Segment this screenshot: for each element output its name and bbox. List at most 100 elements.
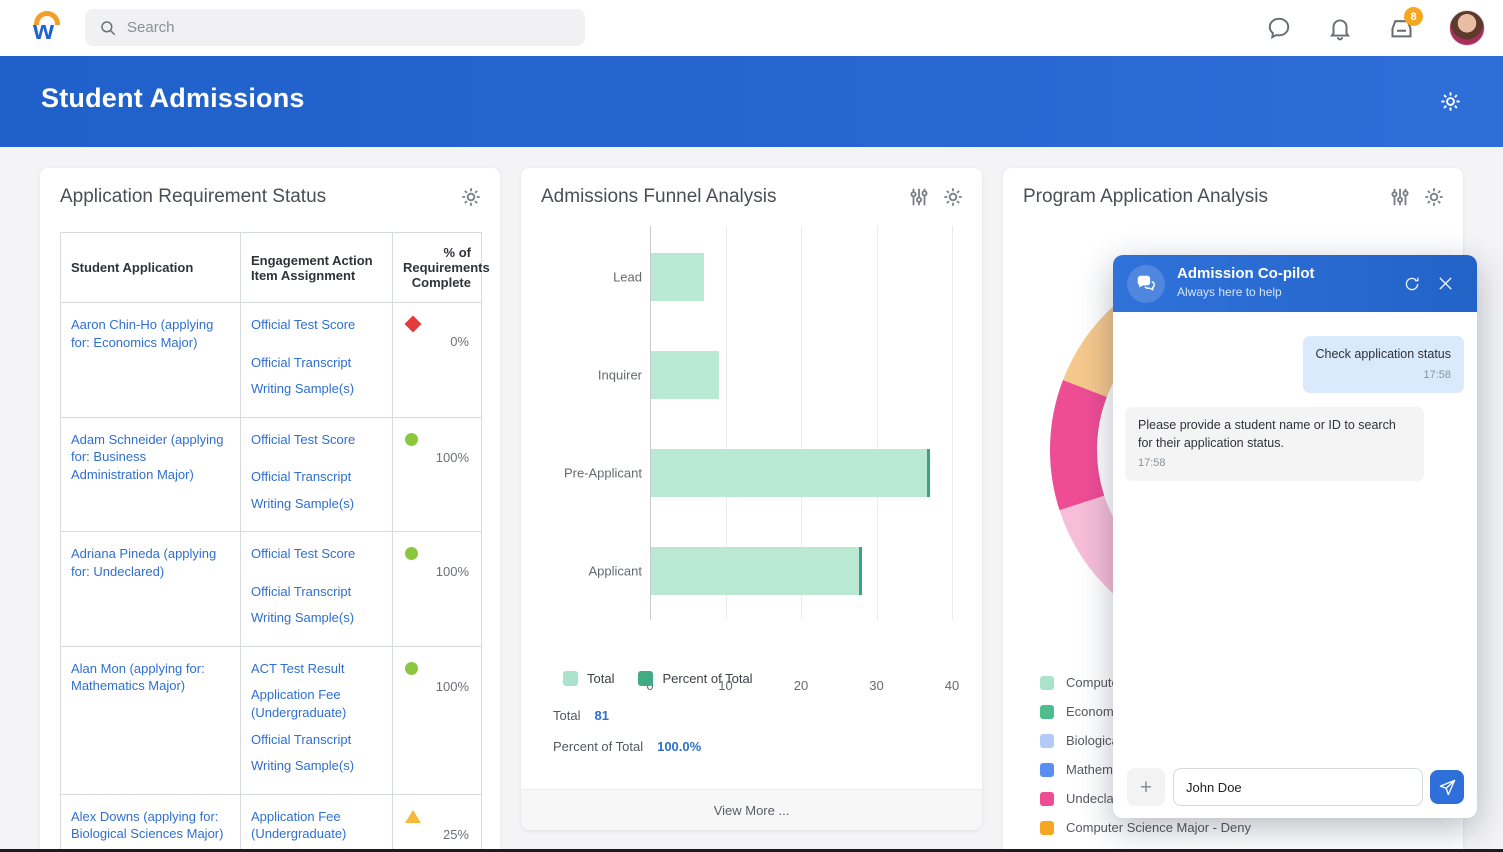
bar-total[interactable] (651, 449, 931, 497)
student-application-link[interactable]: Aaron Chin-Ho (applying for: Economics M… (71, 317, 214, 350)
notifications-button[interactable] (1327, 15, 1353, 41)
summary-value-link[interactable]: 81 (594, 708, 609, 723)
status-complete-icon (405, 547, 418, 561)
copilot-avatar (1127, 265, 1165, 303)
requirements-percent: 25% (442, 826, 469, 842)
card-settings-button[interactable] (460, 186, 484, 210)
profile-avatar[interactable] (1449, 10, 1485, 46)
action-item-link[interactable]: Writing Sample(s) (251, 758, 355, 774)
x-axis-tick-label: 20 (793, 678, 809, 693)
card-settings-button[interactable] (942, 186, 966, 210)
legend-item[interactable]: Computer Science Major - Deny (1040, 813, 1267, 842)
legend-label: Undeclar (1066, 791, 1119, 806)
bar-total[interactable] (651, 547, 863, 595)
action-item-link[interactable]: Official Test Score (251, 317, 356, 332)
action-item-link[interactable]: Application Fee (Undergraduate) (251, 687, 347, 721)
chat-send-button[interactable] (1430, 770, 1464, 804)
legend-label: Biologica (1066, 733, 1119, 748)
actions-cell: ACT Test Result Application Fee (Undergra… (240, 645, 393, 795)
chat-message-text: Check application status (1315, 347, 1452, 361)
summary-label: Percent of Total (553, 739, 644, 754)
status-cell: 100% (392, 416, 482, 533)
chart-config-button[interactable] (908, 186, 932, 210)
student-application-link[interactable]: Alan Mon (applying for: Mathematics Majo… (71, 660, 205, 694)
actions-cell: Official Test Score Official Transcript Wr… (240, 302, 393, 418)
category-label: Lead (613, 269, 642, 285)
action-item-link[interactable]: Official Transcript (251, 583, 352, 599)
category-label: Pre-Applicant (563, 465, 642, 481)
card-settings-button[interactable] (1423, 186, 1447, 210)
student-application-link[interactable]: Adam Schneider (applying for: Business A… (71, 431, 224, 482)
inbox-badge: 8 (1404, 7, 1423, 26)
x-axis-tick-label: 10 (718, 678, 733, 693)
legend-item-total[interactable]: Total (563, 671, 614, 686)
action-item-link[interactable]: Official Transcript (251, 354, 352, 370)
chat-subtitle: Always here to help (1177, 285, 1282, 299)
page-title: Student Admissions (41, 83, 305, 113)
student-cell: Alex Downs (applying for: Biological Sci… (60, 793, 241, 852)
chat-bubbles-icon (1137, 275, 1155, 291)
action-item-link[interactable]: Official Test Score (251, 431, 356, 447)
summary-total: Total 81 (553, 708, 609, 723)
action-item-link[interactable]: Official Transcript (251, 469, 352, 485)
table-row: Adam Schneider (applying for: Business A… (60, 416, 482, 533)
action-item-link[interactable]: Writing Sample(s) (251, 495, 355, 511)
category-label: Applicant (588, 563, 642, 579)
workday-logo-arc-icon (34, 11, 60, 25)
program-chart-legend: Compute Economi Biologica Mathema Undeclar Co… (1040, 668, 1267, 852)
bar-total[interactable] (651, 351, 719, 399)
chat-attach-button[interactable]: + (1127, 768, 1165, 806)
view-more-button[interactable]: View More ... (521, 789, 982, 830)
x-axis-tick-label: 30 (869, 678, 884, 693)
summary-value-link[interactable]: 100.0% (657, 739, 702, 754)
gridline (952, 226, 953, 620)
requirements-percent: 100% (435, 449, 469, 465)
top-bar: w 8 (0, 0, 1503, 56)
inbox-tray-icon (1391, 20, 1412, 38)
chart-legend: Total Percent of Total (563, 671, 753, 686)
student-application-link[interactable]: Alex Downs (applying for: Biological Sci… (71, 808, 224, 842)
chat-refresh-button[interactable] (1403, 275, 1421, 293)
legend-item[interactable]: Undeclar (1040, 784, 1267, 813)
legend-item[interactable]: Economi (1040, 697, 1267, 726)
search-input[interactable] (127, 19, 547, 36)
legend-label: Percent of Total (662, 671, 753, 686)
table-row: Aaron Chin-Ho (applying for: Economics M… (60, 302, 482, 418)
chat-close-button[interactable] (1437, 275, 1455, 293)
action-item-link[interactable]: Official Test Score (251, 546, 356, 562)
card-title: Application Requirement Status (60, 186, 327, 207)
chat-messages-area: Check application status 17:58 Please prov… (1113, 312, 1477, 758)
legend-item[interactable]: Compute (1040, 668, 1267, 697)
refresh-icon (1405, 277, 1419, 291)
inbox-button[interactable]: 8 (1388, 7, 1423, 41)
chat-message-input[interactable] (1173, 768, 1423, 806)
bar-total[interactable] (651, 253, 704, 301)
column-header-percent-complete: % of Requirements Complete (392, 232, 490, 303)
action-item-link[interactable]: Writing Sample(s) (251, 610, 355, 626)
workday-logo[interactable]: w (27, 6, 67, 50)
bar-percent-tip (859, 547, 863, 595)
legend-item[interactable]: Biologica (1040, 726, 1267, 755)
legend-label: Total (587, 671, 615, 686)
legend-swatch-icon (1040, 704, 1054, 719)
action-item-link[interactable]: Application Fee (Undergraduate) (251, 808, 347, 842)
action-item-link[interactable]: Writing Sample(s) (251, 381, 355, 397)
legend-label: Economi (1066, 704, 1117, 719)
banner-settings-button[interactable] (1439, 90, 1462, 118)
gear-icon (1441, 92, 1460, 111)
legend-swatch-icon (563, 671, 578, 686)
donut-segment[interactable] (1050, 380, 1108, 511)
gridline (650, 226, 651, 620)
chat-header: Admission Co-pilot Always here to help (1113, 255, 1477, 312)
legend-item-percent-of-total[interactable]: Percent of Total (638, 671, 753, 686)
card-application-requirement-status: Application Requirement Status Student A… (40, 168, 500, 852)
chart-config-button[interactable] (1389, 186, 1413, 210)
action-item-link[interactable]: ACT Test Result (251, 660, 345, 676)
messages-button[interactable] (1266, 15, 1292, 41)
legend-item[interactable]: Mathema (1040, 755, 1267, 784)
student-application-link[interactable]: Adriana Pineda (applying for: Undeclared… (71, 546, 217, 579)
action-item-link[interactable]: Official Transcript (251, 731, 352, 747)
summary-label: Total (553, 708, 581, 723)
x-axis-tick-label: 40 (944, 678, 960, 693)
status-cell: 0% (392, 302, 482, 418)
